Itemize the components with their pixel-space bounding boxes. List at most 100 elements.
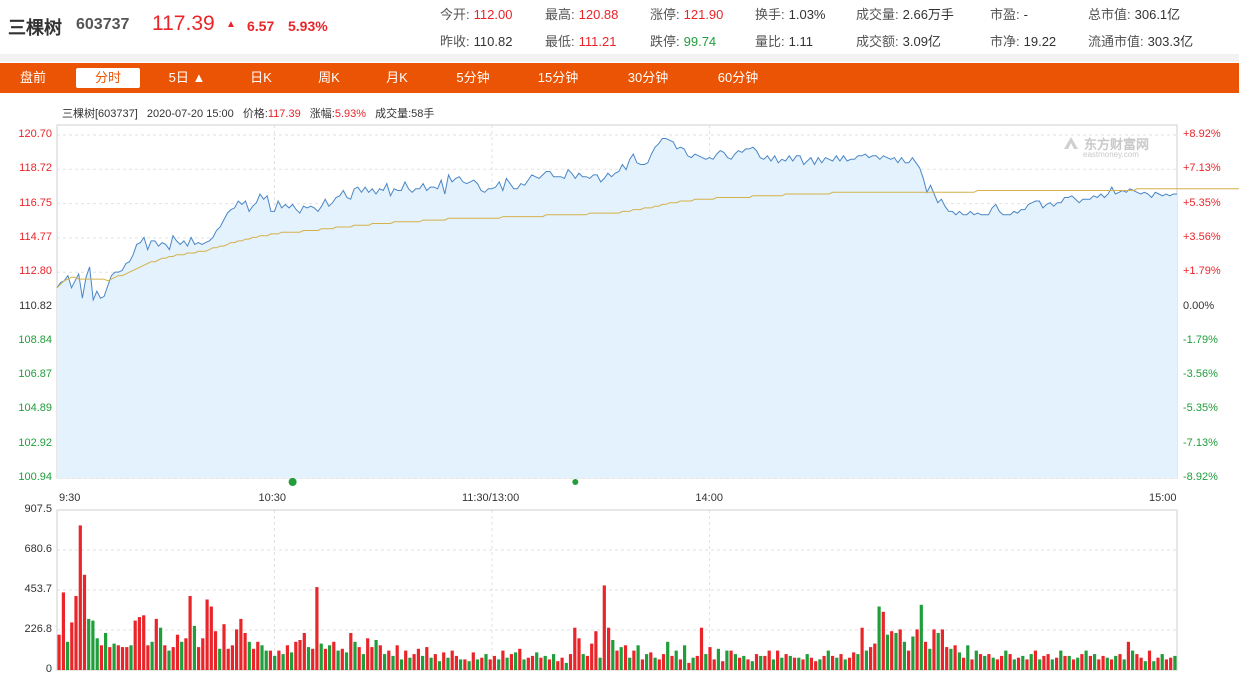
volume-bar (704, 654, 708, 670)
quote-prev-close: 昨收: 110.82 (440, 34, 513, 49)
volume-bar (1105, 657, 1109, 670)
price-tick-label: 118.72 (19, 162, 52, 175)
info-pct-label: 涨幅: (309, 108, 335, 120)
volume-bar (928, 648, 932, 670)
tab-30min[interactable]: 30分钟 (627, 70, 669, 85)
quote-turnover: 换手: 1.03% (755, 7, 826, 22)
volume-bar (818, 659, 822, 670)
tab-daily-k[interactable]: 日K (250, 70, 272, 85)
volume-bar (708, 647, 712, 670)
volume-bar (1000, 655, 1004, 670)
tab-15min[interactable]: 15分钟 (537, 70, 579, 85)
price-tick-label: 106.87 (18, 368, 52, 381)
volume-bar (243, 633, 247, 670)
info-vol-label: 成交量: (375, 108, 412, 120)
volume-bar (1071, 659, 1076, 670)
volume-bar (99, 645, 103, 670)
volume-bar (1147, 650, 1152, 670)
volume-bar (805, 654, 809, 670)
volume-bar (919, 604, 923, 670)
volume-bar (1004, 650, 1008, 670)
price-line (56, 138, 1177, 302)
pct-tick-label: -7.13% (1183, 436, 1218, 449)
volume-bar (792, 657, 797, 670)
volume-bar (687, 662, 691, 670)
volume-bar (759, 655, 763, 670)
volume-bar (953, 645, 957, 670)
volume-bar (716, 648, 720, 670)
volume-bar (87, 618, 91, 670)
tab-5day[interactable]: 5日 ▲ (168, 70, 206, 85)
volume-bar (1173, 655, 1177, 670)
volume-bar (640, 659, 644, 670)
volume-bar (991, 657, 995, 670)
volume-bar (480, 657, 484, 670)
tab-60min[interactable]: 60分钟 (717, 70, 759, 85)
volume-bar (623, 645, 628, 670)
volume-bar (602, 585, 606, 670)
price-tick-label: 116.75 (19, 196, 52, 209)
volume-bar (940, 629, 944, 670)
volume-bar (378, 645, 382, 670)
volume-tick-label: 680.6 (24, 543, 52, 555)
volume-bar (907, 650, 911, 670)
volume-bar (192, 625, 196, 670)
volume-bar (738, 657, 742, 670)
tab-premarket[interactable]: 盘前 (19, 70, 46, 85)
volume-bar (864, 650, 868, 670)
volume-bar (822, 655, 826, 670)
volume-bar (201, 638, 205, 670)
watermark-subtext: eastmoney.com (1083, 150, 1139, 159)
volume-bar (619, 647, 623, 670)
volume-bar (1097, 659, 1101, 670)
volume-bar (894, 633, 898, 670)
volume-bar (112, 643, 116, 670)
info-price: 117.39 (267, 108, 301, 120)
volume-bar (615, 650, 619, 670)
volume-bar (966, 645, 970, 670)
volume-bar (560, 657, 564, 670)
volume-bar (492, 655, 496, 670)
volume-bar (936, 633, 940, 670)
volume-bar (860, 627, 864, 670)
price-area-fill (57, 138, 1177, 478)
volume-bar (336, 650, 340, 670)
volume-bar (1114, 655, 1118, 670)
volume-bar (264, 650, 268, 670)
volume-bar (501, 650, 505, 670)
volume-bar (429, 657, 433, 670)
volume-bar (509, 654, 513, 670)
volume-bar (645, 654, 649, 670)
tab-5min[interactable]: 5分钟 (456, 70, 490, 85)
time-tick-label: 15:00 (1149, 492, 1177, 504)
volume-bar (962, 657, 966, 670)
volume-bar (1063, 655, 1067, 670)
volume-bar (594, 631, 598, 670)
price-tick-label: 112.80 (19, 265, 52, 278)
volume-bar (197, 647, 201, 670)
volume-bar (923, 641, 928, 670)
volume-bar (590, 643, 594, 670)
volume-bar (742, 655, 746, 670)
volume-bar (175, 634, 180, 670)
avg-price-line (56, 188, 1239, 289)
volume-bar (370, 647, 374, 670)
volume-bar (277, 650, 281, 670)
volume-bar (391, 655, 395, 670)
chart-info-bar: 三棵树[603737] 2020-07-20 15:00 价格:117.39 涨… (62, 105, 434, 121)
volume-bar (573, 627, 577, 670)
volume-bar (302, 633, 306, 670)
volume-bar (247, 641, 251, 670)
volume-bar (915, 629, 919, 670)
volume-bar (974, 650, 978, 670)
volume-bar (412, 654, 416, 670)
volume-bar (205, 599, 209, 670)
volume-tick-label: 0 (45, 663, 52, 675)
tab-monthly-k[interactable]: 月K (386, 70, 408, 85)
tab-weekly-k[interactable]: 周K (318, 70, 340, 85)
volume-bar (450, 650, 454, 670)
volume-bar (1059, 650, 1063, 670)
volume-bar (670, 655, 674, 670)
tab-intraday[interactable]: 分时 (76, 68, 140, 88)
